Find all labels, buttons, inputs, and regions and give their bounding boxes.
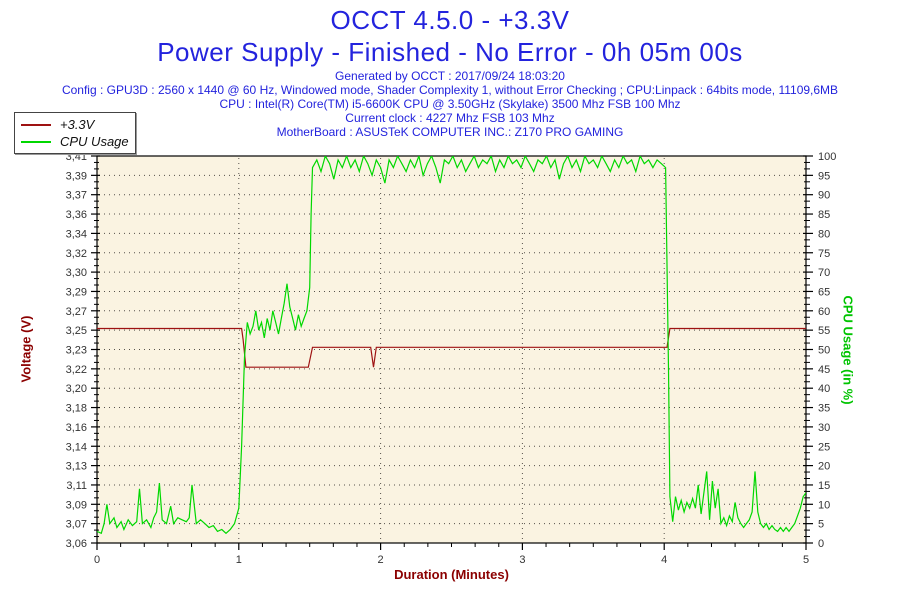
y-left-tick-label: 3,14 bbox=[66, 441, 87, 453]
right-axis-title: CPU Usage (in %) bbox=[840, 295, 856, 405]
y-left-tick-label: 3,37 bbox=[66, 190, 87, 202]
y-right-tick-label: 55 bbox=[818, 325, 830, 337]
y-left-tick-label: 3,32 bbox=[66, 248, 87, 260]
y-right-tick-label: 80 bbox=[818, 228, 830, 240]
x-tick-label: 2 bbox=[378, 554, 384, 566]
y-left-tick-label: 3,11 bbox=[66, 480, 87, 492]
y-right-tick-label: 90 bbox=[818, 190, 830, 202]
legend-item-cpu-usage: CPU Usage bbox=[21, 133, 129, 150]
y-right-tick-label: 25 bbox=[818, 441, 830, 453]
series bbox=[97, 156, 806, 535]
plot-background bbox=[96, 155, 807, 544]
left-axis-title: Voltage (V) bbox=[18, 315, 34, 383]
x-tick-label: 5 bbox=[803, 554, 809, 566]
y-right-tick-label: 15 bbox=[818, 480, 830, 492]
y-right-tick-label: 0 bbox=[818, 538, 824, 550]
y-left-tick-label: 3,25 bbox=[66, 325, 87, 337]
x-tick-label: 3 bbox=[519, 554, 525, 566]
y-left-tick-label: 3,06 bbox=[66, 538, 87, 550]
y-left-tick-label: 3,22 bbox=[66, 364, 87, 376]
legend: +3.3V CPU Usage bbox=[14, 112, 136, 154]
y-right-tick-label: 40 bbox=[818, 383, 830, 395]
y-right-tick-label: 95 bbox=[818, 170, 830, 182]
y-left-tick-label: 3,36 bbox=[66, 209, 87, 221]
motherboard-line: MotherBoard : ASUSTeK COMPUTER INC.: Z17… bbox=[276, 125, 624, 139]
generated-line: Generated by OCCT : 2017/09/24 18:03:20 bbox=[335, 69, 565, 83]
y-right-tick-label: 5 bbox=[818, 519, 824, 531]
y-left-tick-label: 3,20 bbox=[66, 383, 87, 395]
y-axis-right: 1009590858075706560555045403530252015105… bbox=[803, 151, 836, 550]
legend-label-voltage: +3.3V bbox=[60, 117, 95, 132]
voltage-line-swatch bbox=[21, 123, 51, 126]
y-left-tick-label: 3,27 bbox=[66, 306, 87, 318]
y-axis-left: 3,41 3,39 3,37 3,36 3,34 3,32 3,30 3,29 3,27 3,25… bbox=[66, 151, 100, 550]
voltage-series-line bbox=[97, 327, 806, 368]
y-right-tick-label: 20 bbox=[818, 461, 830, 473]
y-right-tick-label: 30 bbox=[818, 422, 830, 434]
y-left-tick-label: 3,07 bbox=[66, 519, 87, 531]
page-subtitle: Power Supply - Finished - No Error - 0h … bbox=[157, 37, 743, 67]
x-axis-title: Duration (Minutes) bbox=[394, 567, 509, 582]
y-left-tick-label: 3,41 bbox=[66, 151, 87, 163]
cpu-usage-series-line bbox=[97, 156, 806, 535]
y-right-tick-label: 35 bbox=[818, 403, 830, 415]
y-left-tick-label: 3,39 bbox=[66, 170, 87, 182]
y-right-tick-label: 45 bbox=[818, 364, 830, 376]
y-left-tick-label: 3,09 bbox=[66, 499, 87, 511]
x-tick-label: 0 bbox=[94, 554, 100, 566]
cpu-line: CPU : Intel(R) Core(TM) i5-6600K CPU @ 3… bbox=[219, 97, 681, 111]
y-left-tick-label: 3,34 bbox=[66, 228, 87, 240]
y-right-tick-label: 100 bbox=[818, 151, 836, 163]
legend-item-voltage: +3.3V bbox=[21, 116, 129, 133]
y-left-tick-label: 3,16 bbox=[66, 422, 87, 434]
current-clock-line: Current clock : 4227 Mhz FSB 103 Mhz bbox=[345, 111, 555, 125]
y-left-tick-label: 3,30 bbox=[66, 267, 87, 279]
y-left-tick-label: 3,29 bbox=[66, 286, 87, 298]
y-right-tick-label: 50 bbox=[818, 345, 830, 357]
y-right-tick-label: 60 bbox=[818, 306, 830, 318]
x-tick-label: 1 bbox=[236, 554, 242, 566]
y-right-tick-label: 70 bbox=[818, 267, 830, 279]
y-left-tick-label: 3,18 bbox=[66, 403, 87, 415]
y-right-tick-label: 10 bbox=[818, 499, 830, 511]
y-left-tick-label: 3,13 bbox=[66, 461, 87, 473]
y-right-tick-label: 75 bbox=[818, 248, 830, 260]
y-left-tick-label: 3,23 bbox=[66, 345, 87, 357]
legend-label-cpu-usage: CPU Usage bbox=[60, 134, 129, 149]
config-line: Config : GPU3D : 2560 x 1440 @ 60 Hz, Wi… bbox=[61, 83, 839, 97]
cpu-usage-line-swatch bbox=[21, 140, 51, 143]
x-axis: 0 1 2 3 4 5 bbox=[94, 543, 809, 566]
page-title: OCCT 4.5.0 - +3.3V bbox=[330, 5, 570, 35]
y-right-tick-label: 85 bbox=[818, 209, 830, 221]
x-tick-label: 4 bbox=[661, 554, 667, 566]
y-right-tick-label: 65 bbox=[818, 286, 830, 298]
